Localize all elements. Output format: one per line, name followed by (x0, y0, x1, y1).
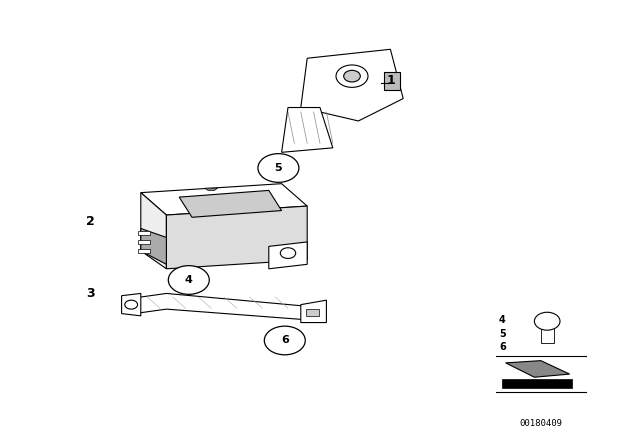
Circle shape (534, 312, 560, 330)
Polygon shape (282, 108, 333, 152)
Polygon shape (301, 49, 403, 121)
FancyBboxPatch shape (384, 72, 400, 90)
Text: 5: 5 (499, 329, 506, 339)
Circle shape (336, 65, 368, 87)
Text: 00180409: 00180409 (519, 419, 563, 428)
Circle shape (258, 154, 299, 182)
Circle shape (280, 248, 296, 258)
Polygon shape (301, 300, 326, 323)
Text: 4: 4 (499, 315, 506, 325)
Text: 1: 1 (387, 74, 396, 87)
Polygon shape (141, 184, 307, 215)
Bar (502, 379, 572, 388)
Circle shape (264, 326, 305, 355)
Polygon shape (179, 190, 282, 217)
Text: 6: 6 (499, 342, 506, 352)
Text: 6: 6 (281, 336, 289, 345)
Bar (138, 240, 150, 244)
Polygon shape (122, 293, 141, 316)
Text: 4: 4 (185, 275, 193, 285)
Circle shape (125, 300, 138, 309)
Text: 2: 2 (86, 215, 95, 228)
Polygon shape (205, 188, 218, 190)
Bar (138, 249, 150, 253)
Text: 3: 3 (86, 287, 95, 300)
Polygon shape (269, 242, 307, 269)
FancyBboxPatch shape (541, 323, 554, 343)
Polygon shape (141, 193, 166, 269)
Polygon shape (506, 361, 570, 377)
Text: 5: 5 (275, 163, 282, 173)
Circle shape (344, 70, 360, 82)
Polygon shape (166, 206, 307, 269)
Polygon shape (134, 293, 314, 320)
Bar (306, 309, 319, 316)
Polygon shape (141, 228, 166, 264)
Circle shape (168, 266, 209, 294)
Bar (138, 231, 150, 235)
